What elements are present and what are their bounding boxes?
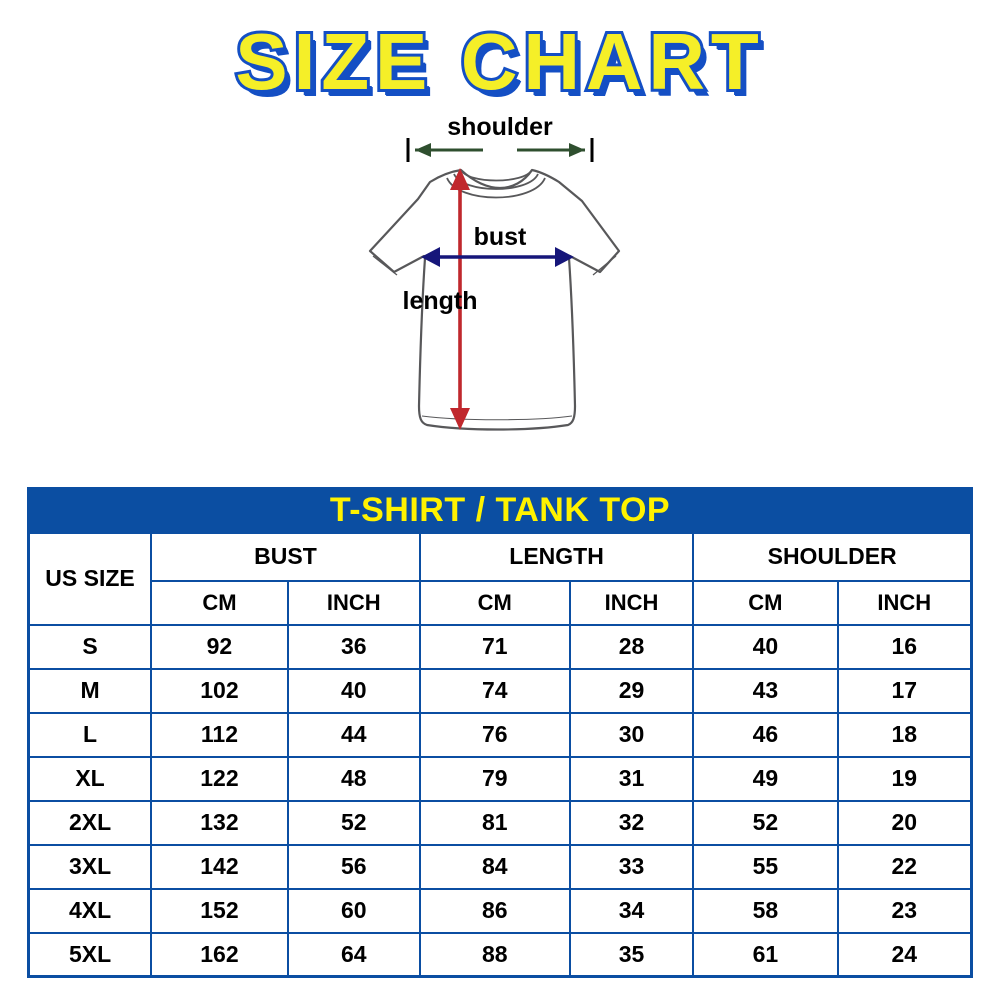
- svg-text:length: length: [403, 287, 478, 315]
- svg-text:bust: bust: [474, 223, 527, 251]
- svg-text:shoulder: shoulder: [447, 115, 553, 141]
